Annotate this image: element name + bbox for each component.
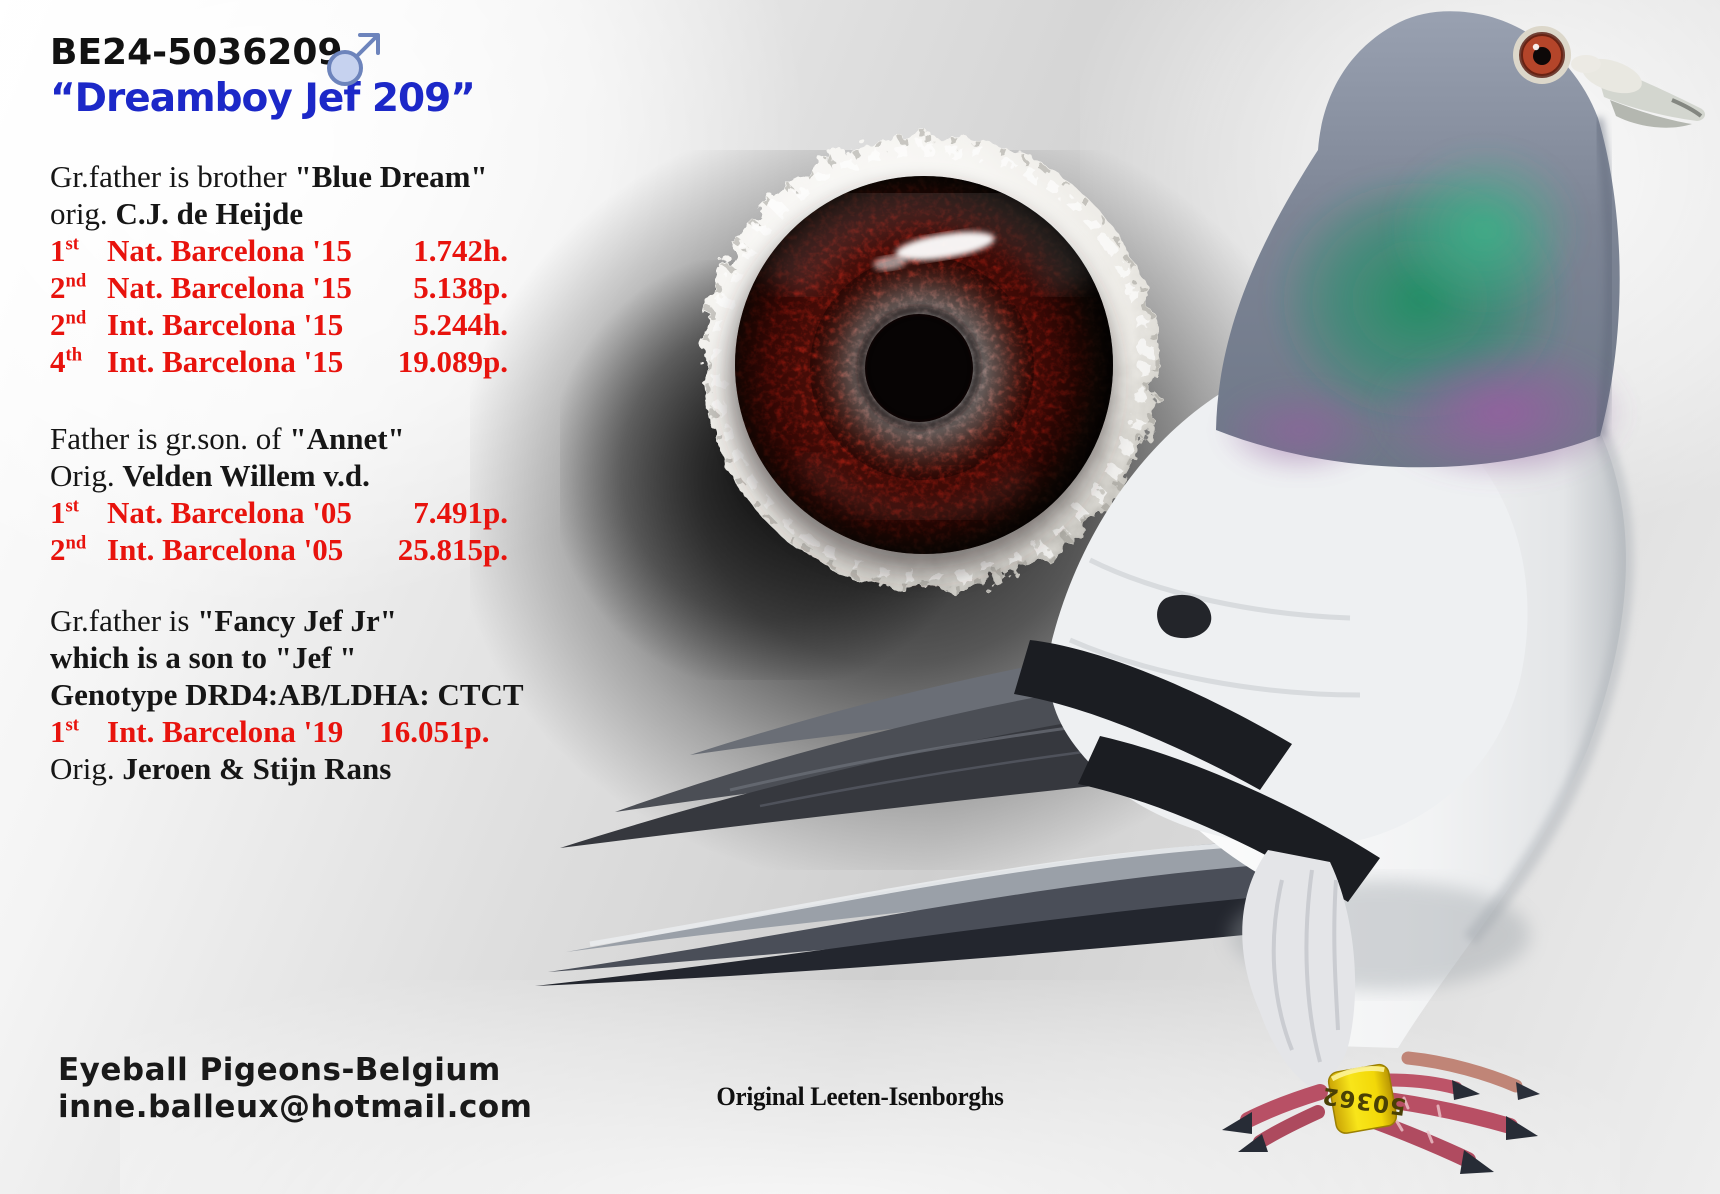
pedigree-line: Gr.father is brother "Blue Dream" [50, 159, 488, 194]
head-eye [1513, 26, 1571, 84]
ring-number: BE24-5036209 [50, 32, 343, 73]
pedigree-block-3: Gr.father is "Fancy Jef Jr" which is a s… [50, 602, 590, 787]
race-result-row: 1st Nat. Barcelona '05 7.491p. [50, 495, 508, 530]
race-result-row: 2nd Int. Barcelona '05 25.815p. [50, 532, 508, 567]
race-result-row: 2nd Int. Barcelona '15 5.244h. [50, 307, 508, 342]
pedigree-line: Orig. Velden Willem v.d. [50, 458, 370, 493]
brand-name: Eyeball Pigeons-Belgium [58, 1052, 501, 1088]
race-result-row: 1st Int. Barcelona '19 16.051p. [50, 714, 490, 749]
title-block: BE24-5036209 “Dreamboy Jef 209” [50, 30, 476, 122]
race-result-row: 1st Nat. Barcelona '15 1.742h. [50, 233, 508, 268]
pedigree-line: which is a son to "Jef " [50, 640, 357, 675]
pedigree-line: Genotype DRD4:AB/LDHA: CTCT [50, 677, 524, 712]
pigeon-photo: 50362 [535, 11, 1706, 1174]
leg-feathers [1242, 850, 1356, 1088]
pedigree-line: orig. C.J. de Heijde [50, 196, 304, 231]
pedigree-block-2: Father is gr.son. of "Annet" Orig. Velde… [50, 420, 590, 568]
pedigree-line: Orig. Jeroen & Stijn Rans [50, 751, 392, 786]
race-result-row: 2nd Nat. Barcelona '15 5.138p. [50, 270, 508, 305]
race-result-row: 4th Int. Barcelona '15 19.089p. [50, 344, 508, 379]
pedigree-line: Gr.father is "Fancy Jef Jr" [50, 603, 397, 638]
strain-caption: Original Leeten-Isenborghs [716, 1082, 1004, 1111]
pedigree-block-1: Gr.father is brother "Blue Dream" orig. … [50, 158, 590, 380]
tail-feathers [535, 838, 1350, 986]
male-icon [327, 33, 380, 86]
pedigree-line: Father is gr.son. of "Annet" [50, 421, 405, 456]
neck-and-head [1215, 11, 1630, 484]
email-address: inne.balleux@hotmail.com [58, 1089, 533, 1125]
footer-contact: Eyeball Pigeons-Belgium inne.balleux@hot… [58, 1052, 532, 1126]
pigeon-name: “Dreamboy Jef 209” [50, 76, 476, 121]
